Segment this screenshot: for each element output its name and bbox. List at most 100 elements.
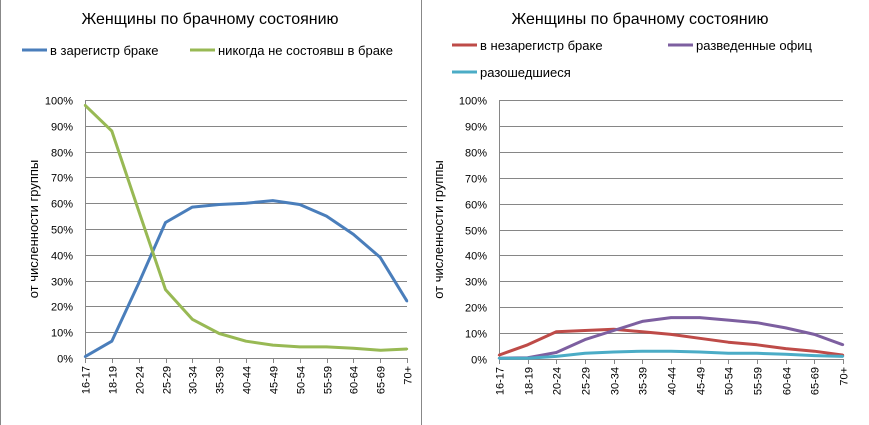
y-tick-label: 50%: [51, 225, 73, 237]
data-point: [526, 357, 529, 360]
data-point: [755, 321, 759, 324]
data-point: [641, 350, 644, 353]
data-point: [217, 203, 221, 206]
data-point: [583, 338, 587, 341]
data-point: [841, 355, 845, 358]
y-tick-label: 50%: [465, 226, 487, 238]
data-point: [405, 300, 409, 303]
data-point: [669, 333, 673, 336]
chart-2: Женщины по брачному состоянию в незарегис…: [431, 11, 851, 395]
x-tick-label: 70+: [403, 366, 415, 385]
x-tick-label: 30-34: [188, 366, 200, 394]
y-tick-label: 80%: [51, 148, 73, 160]
data-point: [555, 355, 558, 358]
x-tick-label: 70+: [839, 367, 851, 386]
data-point: [612, 350, 615, 354]
y-axis-label: от численности группы: [26, 160, 41, 299]
legend-item: разведенные офиц: [668, 38, 813, 53]
x-tick-label: 60-64: [349, 366, 361, 394]
x-tick-label: 50-54: [724, 367, 736, 395]
data-point: [244, 340, 248, 343]
y-tick-label: 90%: [51, 122, 73, 134]
data-point: [698, 337, 701, 340]
data-point: [698, 350, 701, 354]
data-point: [727, 352, 730, 355]
y-tick-label: 80%: [465, 148, 487, 160]
y-tick-label: 20%: [51, 302, 73, 314]
legend-label: разошедшиеся: [480, 65, 571, 80]
chart-title: Женщины по брачному состоянию: [511, 11, 768, 28]
data-point: [497, 353, 501, 357]
y-tick-label: 100%: [45, 96, 73, 108]
series-line: [84, 199, 409, 358]
x-tick-label: 25-29: [581, 367, 593, 395]
data-point: [83, 103, 87, 107]
data-point: [641, 330, 644, 334]
data-point: [325, 214, 328, 218]
data-point: [555, 330, 558, 334]
y-tick-label: 100%: [459, 96, 487, 108]
data-point: [784, 353, 787, 356]
x-tick-label: 18-19: [524, 367, 536, 395]
x-tick-label: 40-44: [242, 366, 254, 394]
y-tick-label: 30%: [51, 277, 73, 289]
data-point: [669, 350, 673, 353]
data-point: [641, 320, 644, 323]
x-tick-label: 25-29: [162, 366, 174, 394]
y-tick-label: 0%: [57, 354, 73, 366]
y-tick-label: 0%: [471, 355, 487, 367]
data-point: [784, 326, 787, 330]
x-tick-label: 55-59: [753, 367, 765, 395]
data-point: [813, 354, 816, 357]
data-point: [271, 199, 275, 202]
y-tick-label: 10%: [465, 329, 487, 341]
data-point: [813, 350, 816, 353]
data-point: [669, 316, 673, 319]
chart-title: Женщины по брачному состоянию: [81, 11, 338, 28]
data-point: [191, 205, 194, 209]
legend-label: никогда не состоявш в браке: [218, 43, 393, 58]
data-point: [378, 256, 382, 259]
data-point: [164, 288, 167, 291]
x-tick-label: 20-24: [552, 367, 564, 395]
data-point: [110, 340, 114, 343]
data-point: [612, 329, 615, 332]
y-tick-label: 30%: [465, 277, 487, 289]
y-tick-label: 90%: [465, 122, 487, 134]
data-point: [83, 355, 87, 358]
data-point: [755, 352, 759, 355]
data-point: [555, 351, 558, 354]
x-tick-label: 45-49: [269, 366, 281, 394]
x-tick-label: 50-54: [296, 366, 308, 394]
data-point: [352, 232, 355, 236]
data-point: [325, 345, 328, 349]
chart-1: Женщины по брачному состоянию в зарегистр…: [22, 11, 415, 394]
legend-item: никогда не состоявш в браке: [190, 43, 393, 58]
data-point: [784, 347, 787, 350]
data-point: [497, 357, 501, 360]
x-tick-label: 16-17: [495, 367, 507, 395]
y-tick-label: 70%: [465, 174, 487, 186]
data-point: [755, 343, 759, 346]
data-point: [191, 318, 194, 321]
data-point: [378, 349, 382, 352]
y-tick-label: 60%: [51, 199, 73, 211]
data-point: [137, 281, 140, 285]
y-tick-label: 40%: [465, 251, 487, 263]
legend-item: в незарегистр браке: [452, 38, 603, 53]
data-point: [217, 332, 221, 335]
y-tick-label: 60%: [465, 200, 487, 212]
series-line: [83, 104, 408, 352]
y-tick-label: 20%: [465, 303, 487, 315]
data-point: [298, 345, 301, 349]
data-point: [841, 343, 845, 346]
legend-label: в незарегистр браке: [480, 38, 603, 53]
x-tick-label: 65-69: [376, 366, 388, 394]
data-point: [271, 343, 275, 347]
data-point: [298, 203, 301, 206]
data-point: [405, 347, 409, 351]
data-point: [137, 209, 140, 213]
data-point: [110, 129, 114, 133]
x-tick-label: 45-49: [696, 367, 708, 395]
